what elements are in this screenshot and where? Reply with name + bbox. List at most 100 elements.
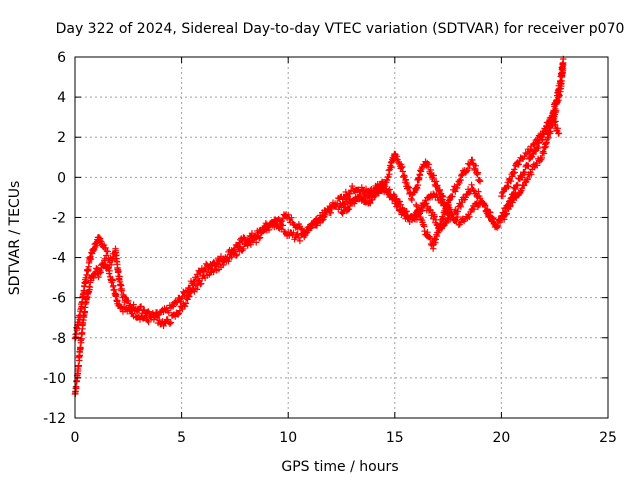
- axis-ticks: 0 5 10 15 20 25 -12 -10 -8 -6 -4 -2 0 2 4 6: [43, 50, 617, 446]
- x-tick-label: 5: [177, 430, 186, 446]
- data-point-segment: [468, 156, 479, 174]
- data-point-segment: [536, 125, 549, 141]
- data-point-segment: [451, 181, 462, 195]
- data-point-segment: [517, 149, 529, 162]
- data-point-segment: [493, 216, 504, 231]
- y-tick-label: -4: [52, 251, 66, 267]
- data-point-segment: [165, 312, 176, 327]
- data-point-segment: [191, 271, 201, 285]
- data-point-segment: [447, 186, 457, 203]
- data-point-segment: [434, 220, 445, 236]
- y-tick-label: -2: [52, 210, 66, 226]
- data-point-segment: [118, 303, 129, 315]
- data-point-segment: [103, 262, 112, 272]
- data-point-segment: [485, 208, 496, 223]
- y-tick-label: -6: [52, 291, 66, 307]
- data-point-segment: [387, 191, 397, 201]
- x-tick-label: 0: [71, 430, 80, 446]
- data-point-segment: [297, 230, 308, 241]
- series-track-b: [71, 55, 567, 342]
- data-point-segment: [395, 160, 406, 175]
- data-point-segment: [255, 229, 265, 242]
- data-point-segment: [451, 206, 462, 217]
- data-point-segment: [157, 318, 167, 330]
- data-point-segment: [515, 185, 526, 199]
- data-point-segment: [540, 133, 552, 157]
- y-tick-label: -10: [43, 371, 66, 387]
- data-point-segment: [293, 220, 304, 231]
- data-point-segment: [464, 186, 474, 198]
- data-point-segment: [417, 213, 428, 230]
- data-point-segment: [216, 258, 227, 271]
- data-point-segment: [182, 292, 193, 307]
- data-point-segment: [306, 220, 316, 232]
- plot-frame: [74, 56, 609, 419]
- data-point-segment: [553, 73, 564, 103]
- data-point-segment: [498, 211, 509, 223]
- x-tick-label: 10: [279, 430, 297, 446]
- data-point-segment: [357, 192, 369, 203]
- data-point-segment: [165, 302, 176, 316]
- data-point-segment: [174, 303, 184, 318]
- series-track-d: [412, 156, 484, 252]
- data-point-segment: [208, 265, 218, 276]
- x-tick-label: 20: [492, 430, 510, 446]
- y-axis-label: SDTVAR / TECUs: [7, 181, 23, 296]
- grid-lines: [75, 57, 608, 418]
- data-point-segment: [549, 115, 562, 137]
- y-tick-label: -8: [52, 331, 66, 347]
- data-point-segment: [289, 229, 299, 243]
- data-point-segment: [511, 157, 524, 176]
- data-point-segment: [233, 243, 244, 258]
- data-point-segment: [76, 335, 85, 364]
- data-point-segment: [314, 212, 325, 226]
- data-point-segment: [71, 377, 81, 398]
- y-tick-label: 2: [57, 130, 66, 146]
- data-point-segment: [472, 162, 483, 184]
- data-point-segment: [276, 221, 287, 233]
- data-point-segment: [400, 206, 410, 218]
- data-point-segment: [363, 191, 376, 202]
- data-point-segment: [344, 197, 357, 213]
- data-point-segment: [506, 184, 517, 209]
- data-point-segment: [152, 312, 163, 327]
- data-point-segment: [451, 213, 461, 225]
- data-point-segment: [323, 202, 333, 216]
- data-point-segment: [161, 316, 171, 327]
- data-point-segment: [532, 139, 543, 154]
- data-point-segment: [229, 247, 240, 259]
- data-points: [71, 55, 567, 398]
- x-tick-label: 25: [599, 430, 617, 446]
- data-point-segment: [161, 305, 171, 314]
- x-axis-label: GPS time / hours: [281, 459, 398, 475]
- data-point-segment: [148, 309, 159, 323]
- data-point-segment: [250, 233, 261, 246]
- chart-title: Day 322 of 2024, Sidereal Day-to-day VTE…: [56, 21, 625, 37]
- data-point-segment: [523, 143, 536, 158]
- y-tick-label: -12: [43, 411, 66, 427]
- data-point-segment: [464, 159, 474, 174]
- x-tick-label: 15: [386, 430, 404, 446]
- data-point-segment: [366, 196, 376, 207]
- y-tick-label: 6: [57, 50, 66, 66]
- data-point-segment: [78, 316, 87, 343]
- y-tick-label: 0: [57, 170, 66, 186]
- data-point-segment: [408, 213, 419, 222]
- y-tick-label: 4: [57, 90, 66, 106]
- data-point-segment: [238, 234, 248, 245]
- data-point-segment: [511, 181, 521, 197]
- data-point-segment: [412, 201, 423, 218]
- data-point-segment: [557, 59, 567, 79]
- data-point-segment: [412, 171, 424, 194]
- data-point-segment: [112, 245, 121, 272]
- series-track-e: [498, 114, 563, 200]
- data-point-segment: [404, 183, 415, 202]
- data-point-segment: [182, 284, 193, 296]
- data-point-segment: [549, 97, 560, 117]
- data-point-segment: [430, 231, 441, 252]
- data-point-segment: [99, 241, 110, 259]
- data-point-segment: [263, 222, 274, 234]
- data-point-segment: [293, 230, 304, 245]
- series-track-c: [338, 150, 454, 217]
- data-point-segment: [472, 188, 483, 201]
